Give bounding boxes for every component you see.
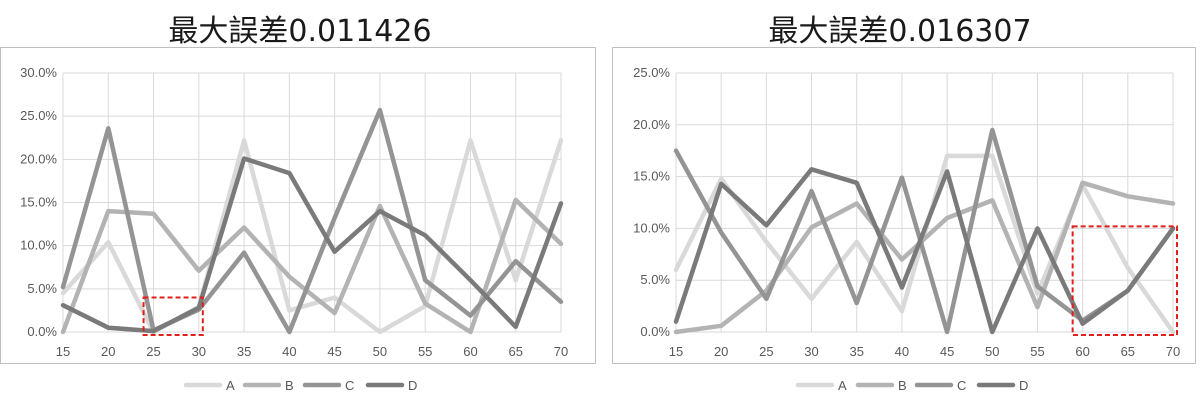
- x-tick-label: 15: [56, 344, 70, 359]
- y-tick-label: 15.0%: [633, 169, 670, 184]
- series-line-A: [60, 138, 564, 335]
- x-tick-label: 45: [327, 344, 341, 359]
- x-tick-label: 20: [101, 344, 115, 359]
- legend-label-C: C: [957, 378, 966, 393]
- x-tick-label: 55: [1030, 344, 1044, 359]
- x-tick-label: 70: [1166, 344, 1180, 359]
- y-tick-label: 10.0%: [20, 238, 57, 253]
- legend-label-D: D: [1019, 378, 1028, 393]
- series-line-D: [60, 156, 564, 334]
- legend-label-D: D: [408, 378, 417, 393]
- y-tick-label: 30.0%: [20, 65, 57, 80]
- y-tick-label: 5.0%: [640, 272, 670, 287]
- y-tick-label: 20.0%: [633, 117, 670, 132]
- y-tick-label: 15.0%: [20, 195, 57, 210]
- y-tick-label: 5.0%: [27, 281, 57, 296]
- x-tick-label: 35: [237, 344, 251, 359]
- legend-label-C: C: [345, 378, 354, 393]
- chart-1: 0.0% 5.0% 10.0% 15.0% 20.0% 25.0% 30.0% 15 20 25 3…: [0, 47, 596, 393]
- x-tick-label: 45: [940, 344, 954, 359]
- x-tick-label: 40: [895, 344, 909, 359]
- x-tick-label: 50: [373, 344, 387, 359]
- x-tick-label: 20: [714, 344, 728, 359]
- series-line-D: [673, 167, 1176, 335]
- legend-label-A: A: [226, 378, 235, 393]
- y-tick-label: 10.0%: [633, 220, 670, 235]
- x-tick-label: 60: [463, 344, 477, 359]
- x-tick-label: 30: [192, 344, 206, 359]
- x-tick-label: 25: [759, 344, 773, 359]
- chart-frame: [612, 47, 1196, 364]
- y-tick-label: 25.0%: [20, 108, 57, 123]
- x-tick-label: 70: [554, 344, 568, 359]
- x-tick-label: 40: [282, 344, 296, 359]
- chart-2: 0.0% 5.0% 10.0% 15.0% 20.0% 25.0% 15 20 25 30 35 40…: [612, 47, 1196, 393]
- chart-title-left: 最大誤差0.011426: [168, 14, 432, 49]
- x-tick-label: 55: [418, 344, 432, 359]
- legend-label-A: A: [838, 378, 847, 393]
- x-tick-label: 35: [849, 344, 863, 359]
- y-tick-label: 20.0%: [20, 151, 57, 166]
- legend-label-B: B: [285, 378, 294, 393]
- x-tick-label: 65: [1121, 344, 1135, 359]
- x-tick-label: 25: [146, 344, 160, 359]
- x-tick-label: 30: [804, 344, 818, 359]
- x-tick-label: 60: [1075, 344, 1089, 359]
- x-tick-label: 50: [985, 344, 999, 359]
- y-tick-label: 0.0%: [640, 324, 670, 339]
- x-tick-label: 15: [669, 344, 683, 359]
- chart-title-right: 最大誤差0.016307: [768, 14, 1032, 49]
- x-tick-label: 65: [508, 344, 522, 359]
- legend-label-B: B: [898, 378, 907, 393]
- y-tick-label: 25.0%: [633, 65, 670, 80]
- series-line-B: [673, 180, 1176, 335]
- highlight-box: [1071, 225, 1178, 336]
- y-tick-label: 0.0%: [27, 324, 57, 339]
